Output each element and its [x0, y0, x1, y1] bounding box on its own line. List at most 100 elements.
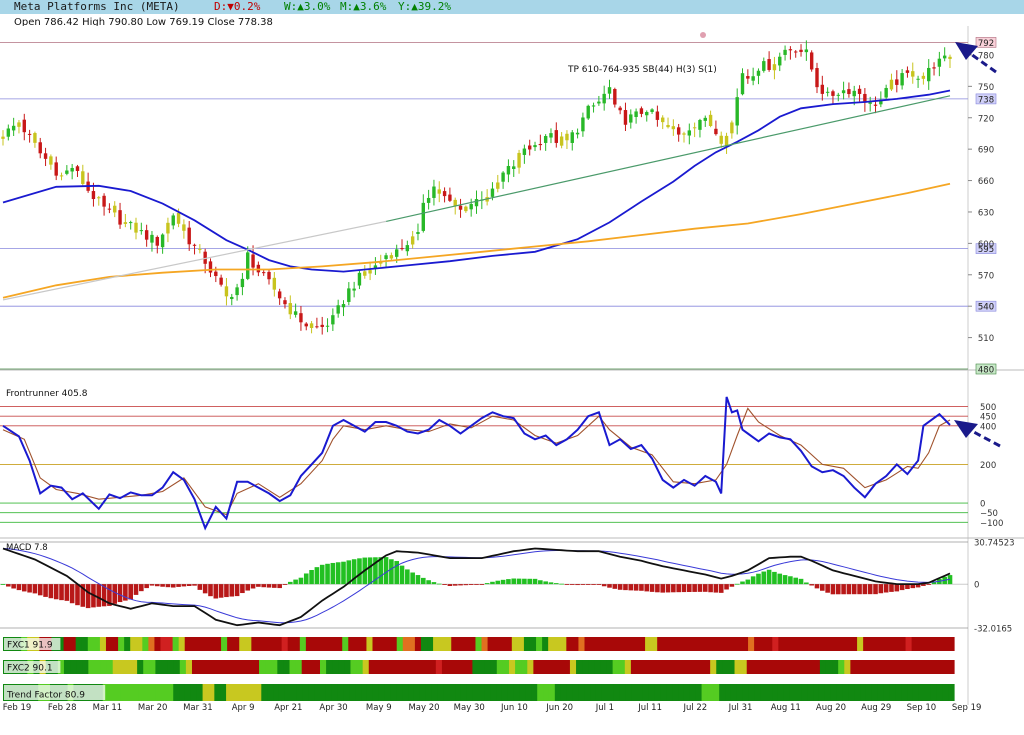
macd-histogram-bar — [729, 584, 735, 587]
heat-cell — [326, 660, 333, 674]
macd-histogram-bar — [314, 567, 320, 585]
macd-histogram-bar — [718, 584, 724, 593]
heat-cell — [648, 684, 656, 701]
macd-histogram-bar — [389, 559, 394, 585]
heat-cell — [789, 660, 797, 674]
candle-body — [889, 79, 894, 90]
heat-cell — [620, 637, 628, 651]
candle-body — [192, 244, 197, 246]
candle-body — [352, 288, 356, 291]
candle-body — [809, 52, 814, 70]
candle-body — [453, 199, 457, 206]
x-tick-label: Apr 21 — [274, 703, 302, 713]
heat-cell — [221, 637, 228, 651]
macd-histogram-bar — [889, 584, 894, 592]
macd-histogram-bar — [341, 561, 346, 585]
heat-cell — [502, 660, 510, 674]
macd-histogram-bar — [277, 584, 282, 589]
macd-histogram-bar — [463, 584, 469, 586]
heat-cell — [336, 637, 343, 651]
heat-cell — [863, 637, 870, 651]
heat-cell — [844, 637, 852, 651]
heat-cell — [81, 637, 89, 651]
heat-cell — [154, 637, 162, 651]
heat-cell — [824, 684, 832, 701]
macd-histogram-bar — [282, 584, 288, 585]
heat-cell — [354, 637, 361, 651]
heat-cell — [531, 684, 538, 701]
price-tick-690: 690 — [978, 146, 994, 156]
macd-histogram-bar — [820, 584, 825, 591]
heat-cell — [748, 637, 755, 651]
candle-body — [437, 189, 441, 194]
heat-cell — [167, 684, 174, 701]
heat-cell — [308, 684, 315, 701]
macd-histogram-bar — [107, 584, 112, 606]
candle-body — [825, 91, 830, 93]
heat-cell — [167, 660, 175, 674]
fr-tick-400: 400 — [980, 422, 996, 432]
heat-cell — [263, 637, 271, 651]
fr-tick--100: −100 — [980, 519, 1003, 529]
heat-cell — [178, 637, 186, 651]
heat-cell — [149, 660, 157, 674]
candle-body — [336, 305, 340, 314]
heat-cell — [813, 684, 820, 701]
heat-cell — [740, 660, 748, 674]
price-tick-570: 570 — [978, 271, 994, 281]
candle-body — [203, 251, 207, 264]
heat-cell — [825, 660, 833, 674]
x-tick-label: Jul 1 — [595, 703, 614, 713]
candle-body — [581, 117, 585, 132]
macd-histogram-bar — [298, 577, 304, 585]
candle-body — [591, 105, 596, 107]
heat-cell — [384, 637, 392, 651]
macd-histogram-bar — [495, 580, 501, 585]
fr-line-0 — [2, 407, 951, 516]
macd-histogram-bar — [734, 583, 740, 585]
heat-cell — [707, 684, 714, 701]
heat-cell — [548, 637, 555, 651]
heat-cell — [399, 660, 406, 674]
heat-cell — [284, 684, 292, 701]
heat-cell — [699, 637, 707, 651]
heat-cell — [651, 637, 658, 651]
heat-cell — [760, 684, 767, 701]
heat-cell — [173, 660, 181, 674]
heat-cell — [118, 660, 126, 674]
heat-cell — [75, 637, 83, 651]
heat-cell — [569, 660, 577, 674]
heat-cell — [63, 637, 71, 651]
heat-cell — [449, 684, 456, 701]
macd-histogram-bar — [516, 578, 522, 585]
candle-body — [331, 315, 335, 325]
macd-histogram-bar — [410, 572, 415, 585]
heat-cell — [227, 637, 234, 651]
candle-body — [22, 119, 26, 133]
heat-cell — [234, 660, 242, 674]
candle-body — [176, 212, 181, 224]
macd-histogram-bar — [506, 579, 511, 585]
candle-body — [272, 277, 277, 290]
candle-body — [59, 175, 64, 177]
heat-cell — [208, 637, 216, 651]
heat-cell — [582, 660, 589, 674]
candle-body — [123, 222, 128, 224]
heat-cell — [608, 637, 616, 651]
macd-histogram-bar — [250, 584, 256, 589]
heat-cell — [929, 637, 937, 651]
heat-cell — [161, 660, 169, 674]
heat-cell — [445, 637, 452, 651]
candle-body — [251, 254, 255, 268]
heat-label-2: Trend Factor 80.9 — [6, 691, 85, 701]
heat-cell — [838, 637, 846, 651]
heat-cell — [361, 684, 368, 701]
heat-cell — [576, 660, 583, 674]
heat-cell — [754, 684, 761, 701]
candle-body — [921, 75, 926, 79]
heat-cell — [433, 637, 440, 651]
macd-histogram-bar — [601, 584, 607, 587]
price-tick-660: 660 — [978, 177, 994, 187]
heat-cell — [210, 660, 217, 674]
